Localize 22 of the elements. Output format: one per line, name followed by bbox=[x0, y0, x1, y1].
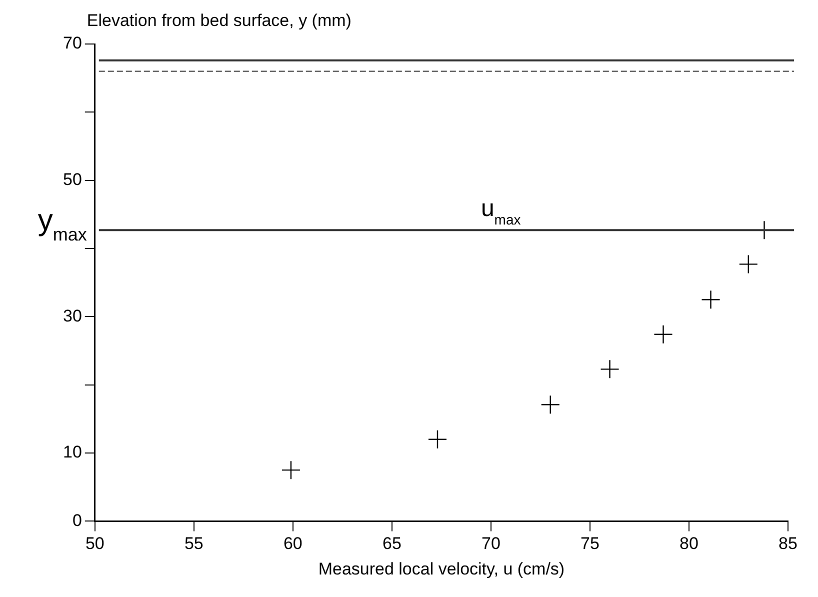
point bbox=[738, 254, 758, 274]
point bbox=[428, 430, 448, 449]
x-tick-label: 60 bbox=[283, 534, 302, 554]
x-tick-label: 65 bbox=[382, 534, 402, 554]
point bbox=[540, 395, 560, 414]
point bbox=[281, 460, 301, 480]
y-axis-title: Elevation from bed surface, y (mm) bbox=[86, 11, 352, 30]
y-tick-label: 10 bbox=[62, 442, 82, 462]
y-tick-label: 0 bbox=[72, 510, 82, 530]
x-tick-label: 70 bbox=[482, 534, 500, 554]
x-tick-label: 75 bbox=[580, 534, 600, 554]
x-tick-label: 80 bbox=[680, 534, 698, 554]
point bbox=[654, 324, 673, 344]
x-tick-label: 85 bbox=[778, 534, 798, 554]
point bbox=[701, 290, 720, 310]
y-tick-label: 70 bbox=[62, 34, 82, 53]
x-tick-label: 55 bbox=[184, 534, 204, 554]
x-tick-label: 50 bbox=[85, 534, 104, 554]
y-tick-label: 50 bbox=[62, 170, 82, 190]
y-tick-label: 30 bbox=[62, 306, 82, 326]
x-axis-title: Measured local velocity, u (cm/s) bbox=[318, 559, 565, 578]
point bbox=[600, 360, 620, 379]
